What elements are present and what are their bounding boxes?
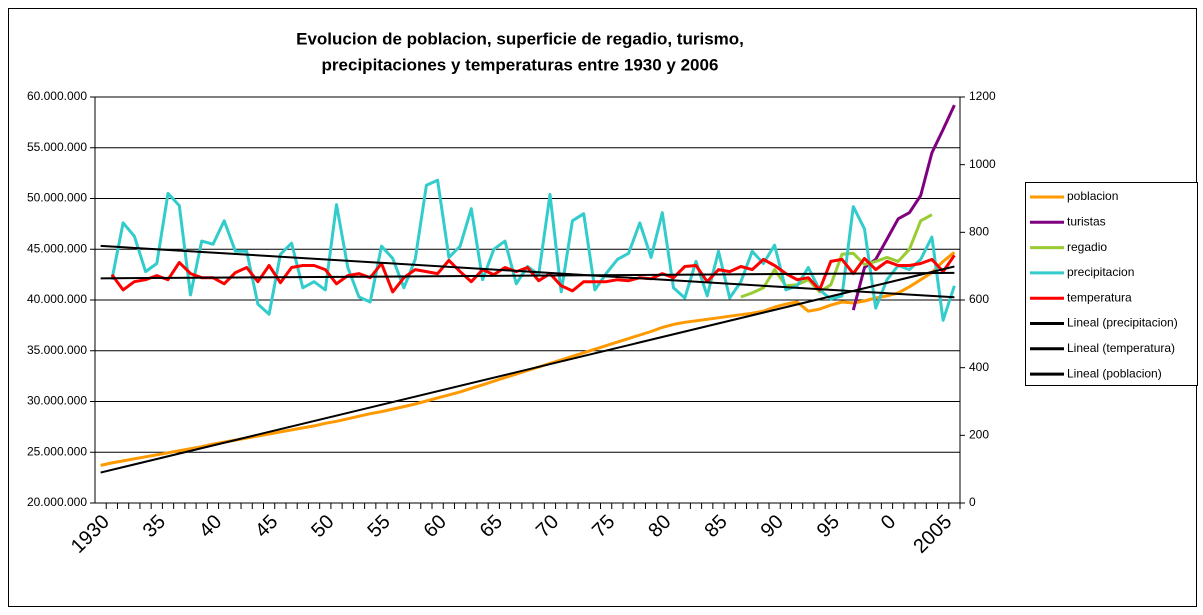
legend-label: temperatura — [1067, 290, 1132, 304]
legend-label: Lineal (precipitacion) — [1067, 316, 1178, 330]
y2-tick-label: 400 — [969, 360, 989, 374]
legend-label: precipitacion — [1067, 265, 1134, 279]
series-line — [740, 213, 933, 299]
legend-label: turistas — [1067, 214, 1106, 228]
legend-label: Lineal (poblacion) — [1067, 366, 1162, 380]
y-tick-label: 20.000.000 — [27, 495, 87, 509]
series-line — [110, 254, 956, 294]
y2-tick-label: 800 — [969, 225, 989, 239]
y2-tick-label: 0 — [969, 495, 976, 509]
y-tick-label: 55.000.000 — [27, 140, 87, 154]
legend-box — [1025, 182, 1198, 386]
y-tick-label: 50.000.000 — [27, 191, 87, 205]
legend-label: Lineal (temperatura) — [1067, 341, 1175, 355]
legend-label: regadio — [1067, 240, 1107, 254]
y-tick-label: 40.000.000 — [27, 292, 87, 306]
y2-tick-label: 1200 — [969, 89, 996, 103]
trend-line — [100, 244, 955, 299]
y2-tick-label: 200 — [969, 428, 989, 442]
y-tick-label: 30.000.000 — [27, 394, 87, 408]
trend-line — [100, 271, 955, 280]
y2-tick-label: 600 — [969, 292, 989, 306]
y2-tick-label: 1000 — [969, 157, 996, 171]
y-tick-label: 45.000.000 — [27, 241, 87, 255]
y-tick-label: 60.000.000 — [27, 89, 87, 103]
chart-title: precipitaciones y temperaturas entre 193… — [322, 55, 719, 74]
chart-frame — [8, 8, 1197, 607]
legend-label: poblacion — [1067, 189, 1118, 203]
trend-line — [100, 265, 955, 474]
chart-title: Evolucion de poblacion, superficie de re… — [296, 29, 744, 48]
y-tick-label: 35.000.000 — [27, 343, 87, 357]
y-tick-label: 25.000.000 — [27, 444, 87, 458]
